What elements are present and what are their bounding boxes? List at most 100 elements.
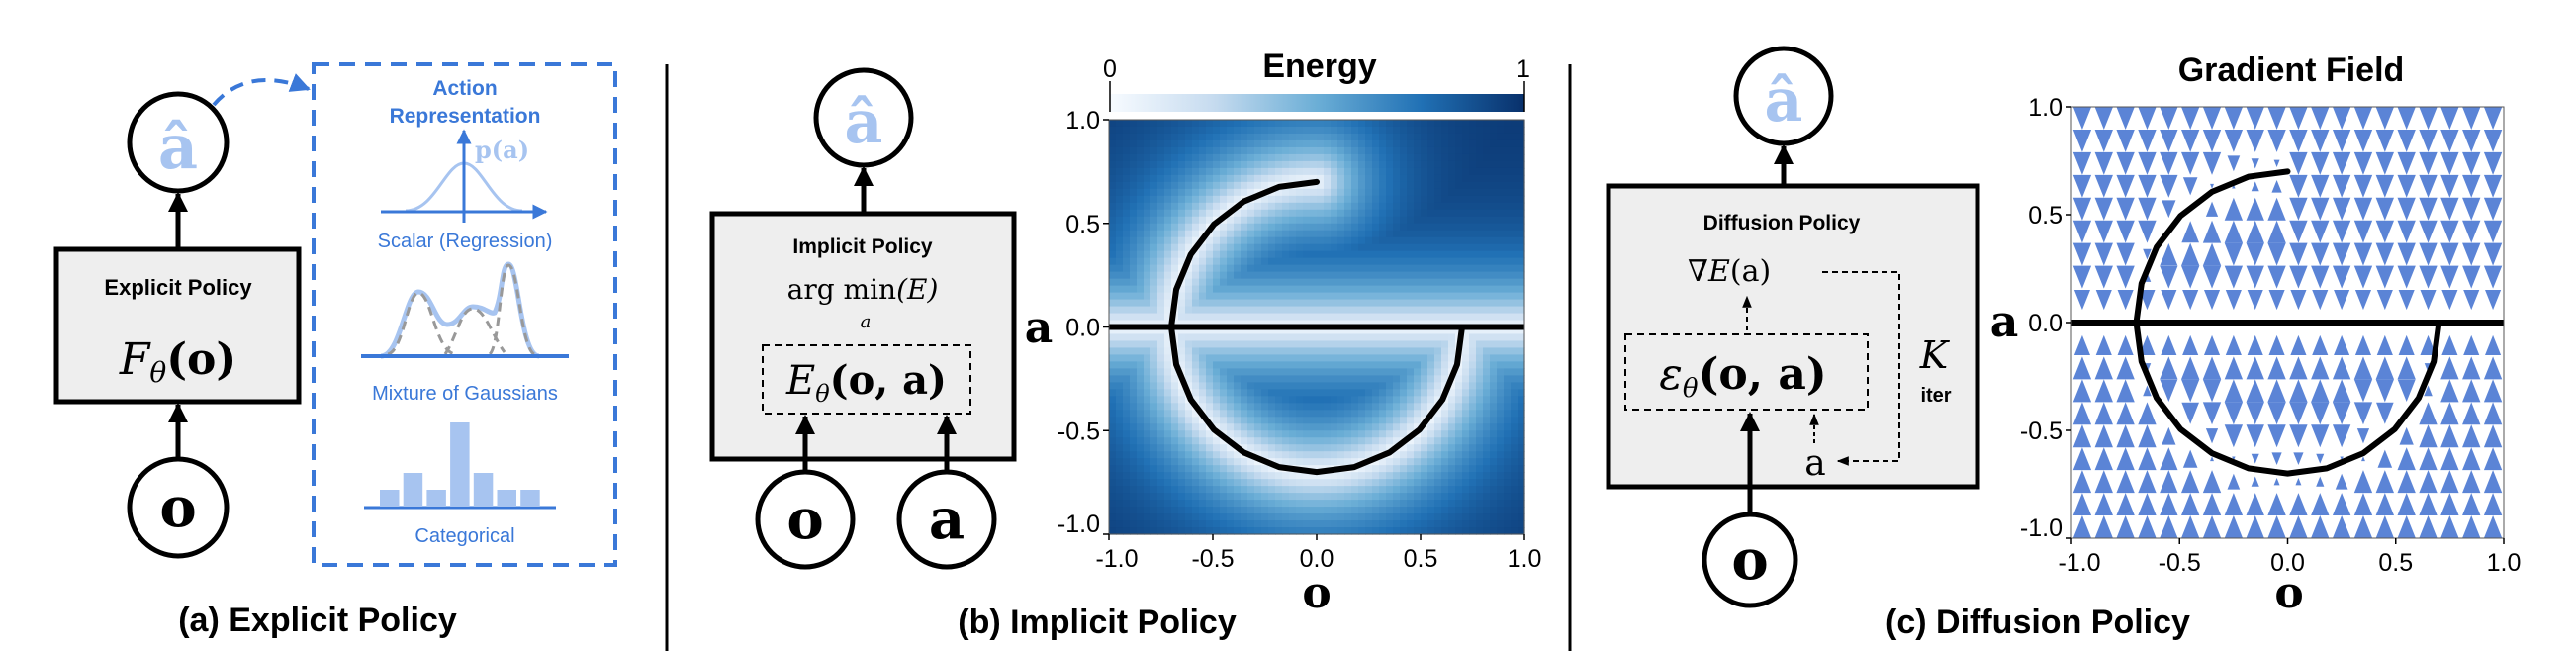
heatmap-cell: [1303, 451, 1311, 459]
heatmap-cell: [1358, 257, 1366, 266]
heatmap-cell: [1150, 181, 1158, 190]
heatmap-cell: [1317, 223, 1325, 232]
heatmap-cell: [1407, 153, 1415, 162]
heatmap-cell: [1116, 326, 1124, 335]
heatmap-cell: [1227, 458, 1235, 466]
heatmap-cell: [1164, 513, 1172, 521]
heatmap-cell: [1178, 230, 1186, 238]
heatmap-cell: [1234, 146, 1242, 155]
heatmap-cell: [1448, 410, 1456, 418]
heatmap-cell: [1400, 133, 1408, 141]
heatmap-cell: [1379, 375, 1387, 383]
heatmap-cell: [1178, 430, 1186, 438]
gradient-arrow-down: [2462, 265, 2481, 289]
heatmap-cell: [1303, 299, 1311, 308]
heatmap-cell: [1275, 423, 1283, 431]
heatmap-cell: [1337, 430, 1345, 438]
heatmap-cell: [1358, 403, 1366, 411]
heatmap-cell: [1358, 230, 1366, 238]
gradient-arrow-up: [2210, 456, 2214, 462]
heatmap-cell: [1331, 230, 1338, 238]
heatmap-cell: [1234, 320, 1242, 328]
heatmap-cell: [1282, 340, 1290, 349]
heatmap-cell: [1317, 257, 1325, 266]
explicit-policy-formula: Fθ(o): [119, 334, 236, 389]
heatmap-cell: [1227, 271, 1235, 280]
heatmap-cell: [1234, 126, 1242, 135]
heatmap-cell: [1518, 465, 1525, 473]
heatmap-cell: [1164, 160, 1172, 169]
heatmap-cell: [1462, 153, 1470, 162]
heatmap-cell: [1268, 479, 1276, 487]
heatmap-cell: [1365, 133, 1373, 141]
heatmap-cell: [1241, 133, 1248, 141]
heatmap-cell: [1344, 486, 1352, 494]
heatmap-cell: [1157, 306, 1165, 315]
heatmap-cell: [1344, 230, 1352, 238]
heatmap-cell: [1317, 507, 1325, 514]
heatmap-cell: [1372, 195, 1380, 204]
heatmap-cell: [1123, 223, 1131, 232]
heatmap-cell: [1289, 292, 1297, 301]
heatmap-cell: [1157, 153, 1165, 162]
heatmap-cell: [1448, 458, 1456, 466]
heatmap-cell: [1518, 437, 1525, 445]
heatmap-cell: [1483, 417, 1491, 424]
heatmap-cell: [1351, 299, 1359, 308]
heatmap-cell: [1351, 264, 1359, 273]
heatmap-cell: [1123, 389, 1131, 397]
heatmap-cell: [1511, 326, 1518, 335]
formula-fn: F: [119, 334, 151, 385]
heatmap-cell: [1199, 188, 1207, 197]
heatmap-cell: [1116, 257, 1124, 266]
output-action-label: â: [1765, 66, 1803, 136]
heatmap-cell: [1130, 500, 1138, 508]
heatmap-cell: [1289, 340, 1297, 349]
gradient-arrow-down: [2116, 174, 2135, 198]
heatmap-cell: [1337, 486, 1345, 494]
heatmap-cell: [1441, 326, 1449, 335]
heatmap-cell: [1324, 403, 1332, 411]
heatmap-cell: [1171, 230, 1179, 238]
heatmap-cell: [1164, 396, 1172, 404]
gradient-arrow-up: [2247, 334, 2263, 356]
heatmap-cell: [1150, 417, 1158, 424]
heatmap-cell: [1490, 216, 1498, 225]
gradient-arrow-up: [2332, 515, 2351, 538]
heatmap-cell: [1150, 223, 1158, 232]
heatmap-cell: [1268, 361, 1276, 369]
heatmap-cell: [1490, 430, 1498, 438]
energy-fn: E: [785, 358, 815, 404]
heatmap-cell: [1109, 333, 1117, 342]
heatmap-cell: [1254, 410, 1262, 418]
heatmap-cell: [1518, 188, 1525, 197]
gradient-arrow-up: [2419, 402, 2438, 425]
gradient-arrow-down: [2202, 402, 2222, 425]
heatmap-cell: [1303, 320, 1311, 328]
heatmap-cell: [1414, 299, 1422, 308]
heatmap-cell: [1441, 181, 1449, 190]
heatmap-cell: [1476, 458, 1484, 466]
heatmap-cell: [1137, 299, 1145, 308]
heatmap-cell: [1504, 140, 1512, 148]
heatmap-cell: [1130, 306, 1138, 315]
heatmap-cell: [1379, 340, 1387, 349]
heatmap-cell: [1331, 444, 1338, 452]
heatmap-cell: [1275, 451, 1283, 459]
heatmap-cell: [1116, 423, 1124, 431]
heatmap-cell: [1227, 285, 1235, 294]
heatmap-cell: [1414, 396, 1422, 404]
heatmap-cell: [1351, 271, 1359, 280]
heatmap-cell: [1358, 472, 1366, 480]
heatmap-cell: [1178, 389, 1186, 397]
heatmap-cell: [1254, 403, 1262, 411]
heatmap-cell: [1331, 202, 1338, 211]
heatmap-cell: [1303, 410, 1311, 418]
heatmap-cell: [1421, 188, 1428, 197]
heatmap-cell: [1206, 340, 1214, 349]
heatmap-cell: [1171, 493, 1179, 501]
heatmap-cell: [1164, 292, 1172, 301]
heatmap-cell: [1414, 500, 1422, 508]
heatmap-cell: [1504, 340, 1512, 349]
heatmap-cell: [1476, 188, 1484, 197]
